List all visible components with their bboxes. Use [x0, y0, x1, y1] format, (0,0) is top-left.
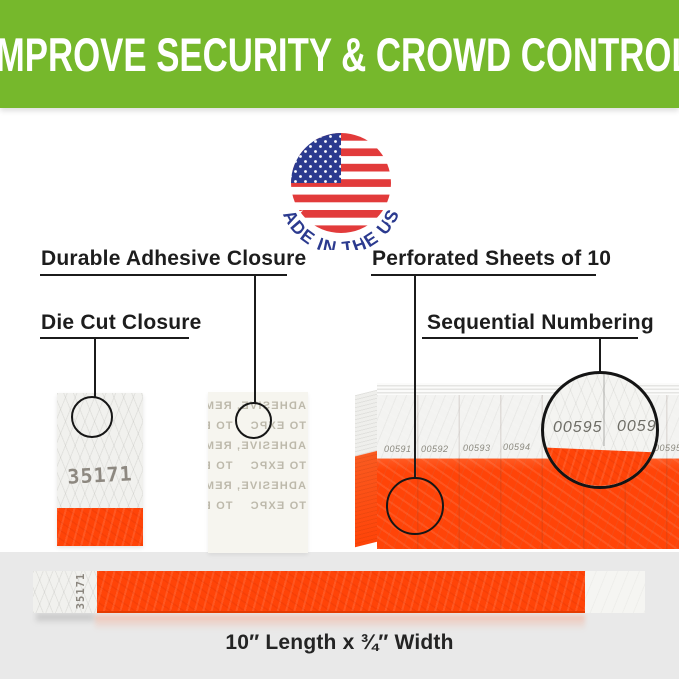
callout-circle-perforation — [386, 477, 444, 535]
magnifier-circle: 00595 00596 — [541, 371, 659, 489]
sheet-serial-number-partial: 00595 — [654, 443, 679, 453]
callout-line-durable — [254, 276, 256, 404]
callout-circle-die-cut — [71, 396, 113, 438]
banner-title: IMPROVE SECURITY & CROWD CONTROL — [0, 27, 679, 81]
label-durable-adhesive-closure: Durable Adhesive Closure — [41, 247, 307, 270]
perforation-seam — [603, 374, 605, 446]
wristband-orange-tip — [57, 508, 143, 546]
made-in-usa-badge: MADE IN THE USA — [268, 124, 405, 250]
label-sequential-numbering: Sequential Numbering — [427, 311, 654, 334]
banner: IMPROVE SECURITY & CROWD CONTROL — [0, 0, 679, 108]
sheet-serial-number: 00594 — [503, 442, 531, 452]
underline-durable — [40, 274, 287, 276]
callout-line-die-cut — [94, 339, 96, 398]
sheet-serial-number: 00591 — [384, 444, 412, 454]
size-caption: 10″ Length x ¾″ Width — [225, 631, 454, 654]
full-wristband-orange-body — [97, 571, 585, 613]
full-wristband-white-end — [33, 571, 97, 613]
magnified-serial-number: 00596 — [617, 418, 657, 435]
underline-perforated — [371, 274, 596, 276]
label-die-cut-closure: Die Cut Closure — [41, 311, 202, 334]
wristband-reflection — [95, 615, 585, 630]
underline-die-cut — [40, 337, 189, 339]
callout-circle-adhesive — [235, 402, 272, 439]
callout-line-sequential — [599, 339, 601, 372]
magnified-orange-area — [544, 447, 656, 486]
magnified-serial-number: 00595 — [553, 419, 603, 436]
us-flag-icon — [291, 133, 391, 233]
wristband-shadow — [36, 613, 94, 621]
full-wristband-adhesive-end — [585, 571, 645, 613]
label-perforated-sheets: Perforated Sheets of 10 — [372, 247, 612, 270]
full-wristband-serial-number: 35171 — [75, 572, 87, 610]
callout-line-perforated — [414, 276, 416, 479]
sheet-serial-number: 00593 — [463, 443, 491, 453]
liner-text-row: ADHESIVE, REMO — [208, 480, 306, 492]
liner-text-row: TO EXPC TO E — [208, 500, 306, 512]
sheet-serial-number: 00592 — [421, 444, 449, 454]
liner-text-row: TO EXPC TO E — [208, 460, 306, 472]
wristband-serial-number: 35171 — [66, 461, 134, 489]
liner-text-row: ADHESIVE, REMO — [208, 440, 306, 452]
underline-sequential — [422, 337, 638, 339]
